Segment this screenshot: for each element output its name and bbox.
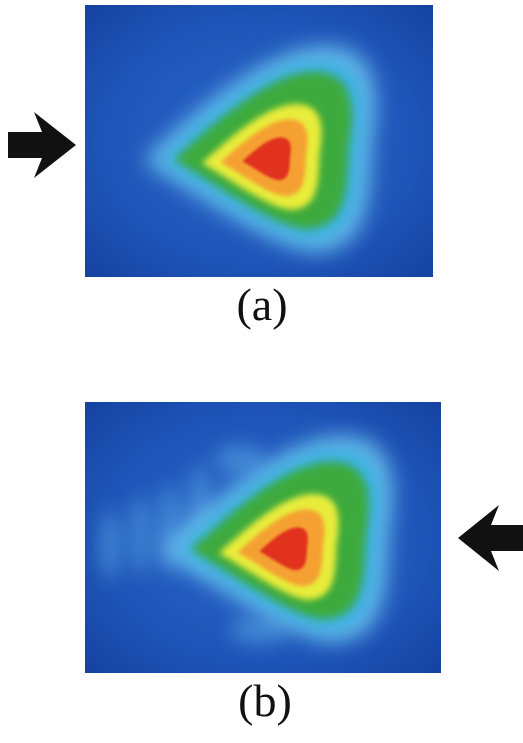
panel-label: (a) <box>236 279 287 330</box>
intensity-pattern <box>100 436 393 644</box>
panel-b: (b) <box>85 402 523 726</box>
arrow-left <box>458 505 523 571</box>
panel-label: (b) <box>238 675 292 726</box>
panel-a: (a) <box>8 5 433 330</box>
arrow-right <box>8 112 76 178</box>
